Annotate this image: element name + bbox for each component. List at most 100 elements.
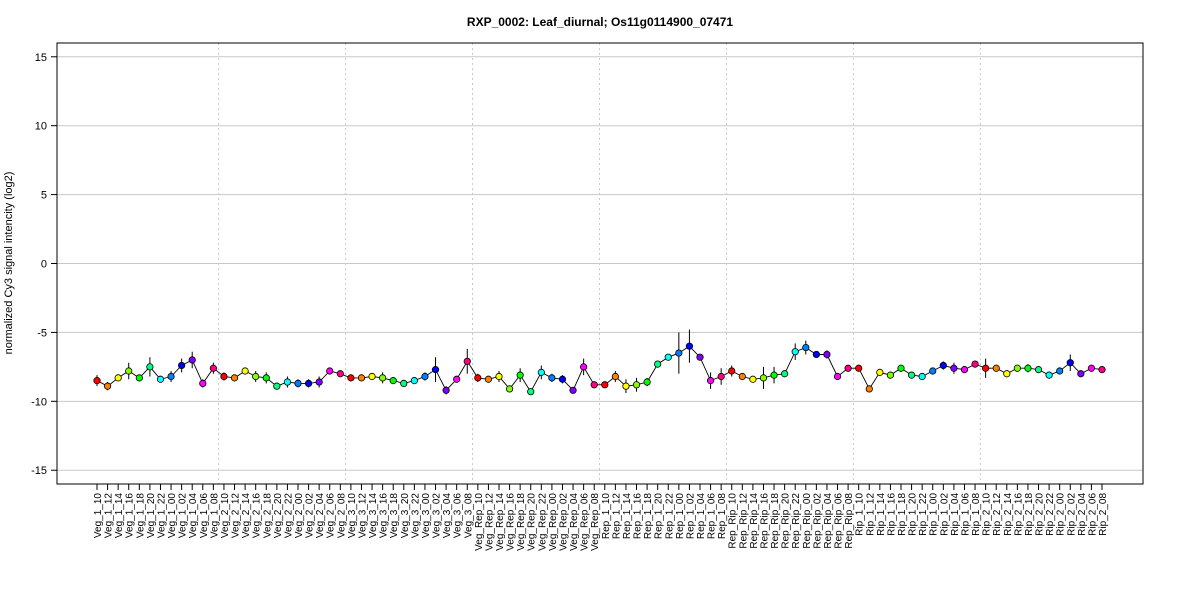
x-tick-label: Veg_3_00 <box>421 493 432 538</box>
data-point <box>1003 370 1011 378</box>
data-point <box>939 361 947 370</box>
data-point <box>114 374 122 382</box>
x-tick-label: Rip_1_20 <box>908 493 919 536</box>
x-tick-label: Rep_Rip_16 <box>759 493 770 549</box>
data-point <box>1087 364 1096 372</box>
x-tick-label: Veg_Rep_06 <box>580 493 591 551</box>
data-point <box>1066 359 1074 367</box>
data-point <box>220 372 228 381</box>
data-point <box>516 371 524 379</box>
x-tick-label: Rep_Rip_08 <box>844 493 855 549</box>
data-point <box>982 364 990 372</box>
y-tick-label: -15 <box>31 465 47 477</box>
data-point <box>622 382 630 390</box>
y-tick-label: 0 <box>41 259 47 271</box>
data-point <box>199 379 207 387</box>
data-point <box>728 367 736 375</box>
x-tick-label: Veg_3_22 <box>410 493 421 538</box>
x-tick-label: Rep_1_00 <box>675 493 686 540</box>
x-tick-label: Veg_1_00 <box>167 493 178 538</box>
data-point <box>1024 364 1032 372</box>
x-tick-label: Veg_2_12 <box>231 493 242 538</box>
data-point <box>632 381 641 389</box>
x-tick-label: Veg_1_10 <box>93 493 104 538</box>
data-point <box>675 349 683 357</box>
data-point <box>178 361 186 370</box>
data-point <box>643 378 651 386</box>
x-tick-label: Rip_2_00 <box>1056 493 1067 536</box>
data-point <box>400 379 408 387</box>
data-point <box>717 372 725 381</box>
data-point <box>611 372 619 381</box>
data-point <box>421 372 429 381</box>
x-tick-label: Veg_3_08 <box>463 493 474 538</box>
x-tick-label: Veg_1_14 <box>114 493 125 538</box>
data-point <box>590 381 598 389</box>
x-tick-label: Rip_2_12 <box>992 493 1003 536</box>
data-point <box>812 350 820 359</box>
x-tick-label: Veg_3_16 <box>379 493 390 538</box>
data-point <box>389 377 397 385</box>
x-tick-label: Rip_1_02 <box>939 493 950 536</box>
data-point <box>781 370 789 378</box>
x-tick-label: Rep_1_08 <box>717 493 728 540</box>
y-tick-label: 10 <box>35 121 47 133</box>
x-tick-label: Rip_1_18 <box>897 493 908 536</box>
point-layer <box>93 342 1106 396</box>
y-axis-label: normalized Cy3 signal intencity (log2) <box>3 172 15 355</box>
data-point <box>971 360 979 368</box>
x-tick-label: Veg_2_14 <box>241 493 252 538</box>
x-tick-label: Veg_2_22 <box>283 493 294 538</box>
data-point <box>897 364 905 372</box>
x-tick-label: Veg_3_10 <box>347 493 358 538</box>
x-tick-label: Veg_3_02 <box>432 493 443 538</box>
data-point <box>685 342 694 350</box>
x-tick-label: Rep_1_18 <box>643 493 654 540</box>
x-tick-label: Veg_2_02 <box>305 493 316 538</box>
data-point <box>347 374 355 382</box>
data-point <box>262 374 270 382</box>
data-point <box>548 374 556 382</box>
x-tick-label: Rip_1_08 <box>971 493 982 536</box>
x-tick-label: Veg_Rep_20 <box>527 493 538 551</box>
x-tick-label: Rep_Rip_14 <box>749 493 760 549</box>
data-point <box>907 371 916 379</box>
x-tick-layer: Veg_1_10 Veg_1_12 Veg_1_14 Veg_1_16 Veg_1_18… <box>93 483 1109 551</box>
data-point <box>474 374 482 382</box>
x-tick-label: Veg_Rep_10 <box>474 493 485 551</box>
data-point <box>1034 366 1043 374</box>
x-tick-label: Veg_3_18 <box>389 493 400 538</box>
y-tick-label: -5 <box>37 327 47 339</box>
data-point <box>569 386 577 394</box>
x-tick-label: Veg_3_14 <box>368 493 379 538</box>
y-tick-label: 5 <box>41 190 47 202</box>
x-tick-label: Veg_Rep_08 <box>590 493 601 551</box>
x-tick-label: Rip_2_02 <box>1066 493 1077 536</box>
data-point <box>865 385 873 393</box>
x-tick-label: Veg_1_22 <box>156 493 167 538</box>
data-point <box>844 364 852 372</box>
data-point <box>929 367 937 375</box>
data-point <box>273 382 281 390</box>
x-tick-label: Veg_2_20 <box>273 493 284 538</box>
grid-layer <box>57 43 1143 484</box>
x-tick-label: Rip_1_16 <box>886 493 897 536</box>
x-tick-label: Veg_1_04 <box>188 493 199 538</box>
data-point <box>770 371 778 379</box>
x-tick-label: Veg_3_20 <box>400 493 411 538</box>
x-tick-label: Veg_Rep_04 <box>569 493 580 551</box>
x-tick-label: Veg_1_02 <box>178 493 189 538</box>
data-point <box>146 363 154 371</box>
data-point <box>1056 367 1064 375</box>
x-tick-label: Veg_Rep_12 <box>484 493 495 551</box>
data-point <box>823 350 831 359</box>
x-tick-label: Rep_Rip_04 <box>823 493 834 549</box>
x-tick-label: Veg_Rep_14 <box>495 493 506 551</box>
x-tick-label: Veg_1_20 <box>146 493 157 538</box>
chart-title: RXP_0002: Leaf_diurnal; Os11g0114900_074… <box>467 15 734 29</box>
data-point <box>992 364 1000 372</box>
x-tick-label: Rip_2_14 <box>1003 493 1014 536</box>
x-tick-label: Veg_2_18 <box>262 493 273 538</box>
